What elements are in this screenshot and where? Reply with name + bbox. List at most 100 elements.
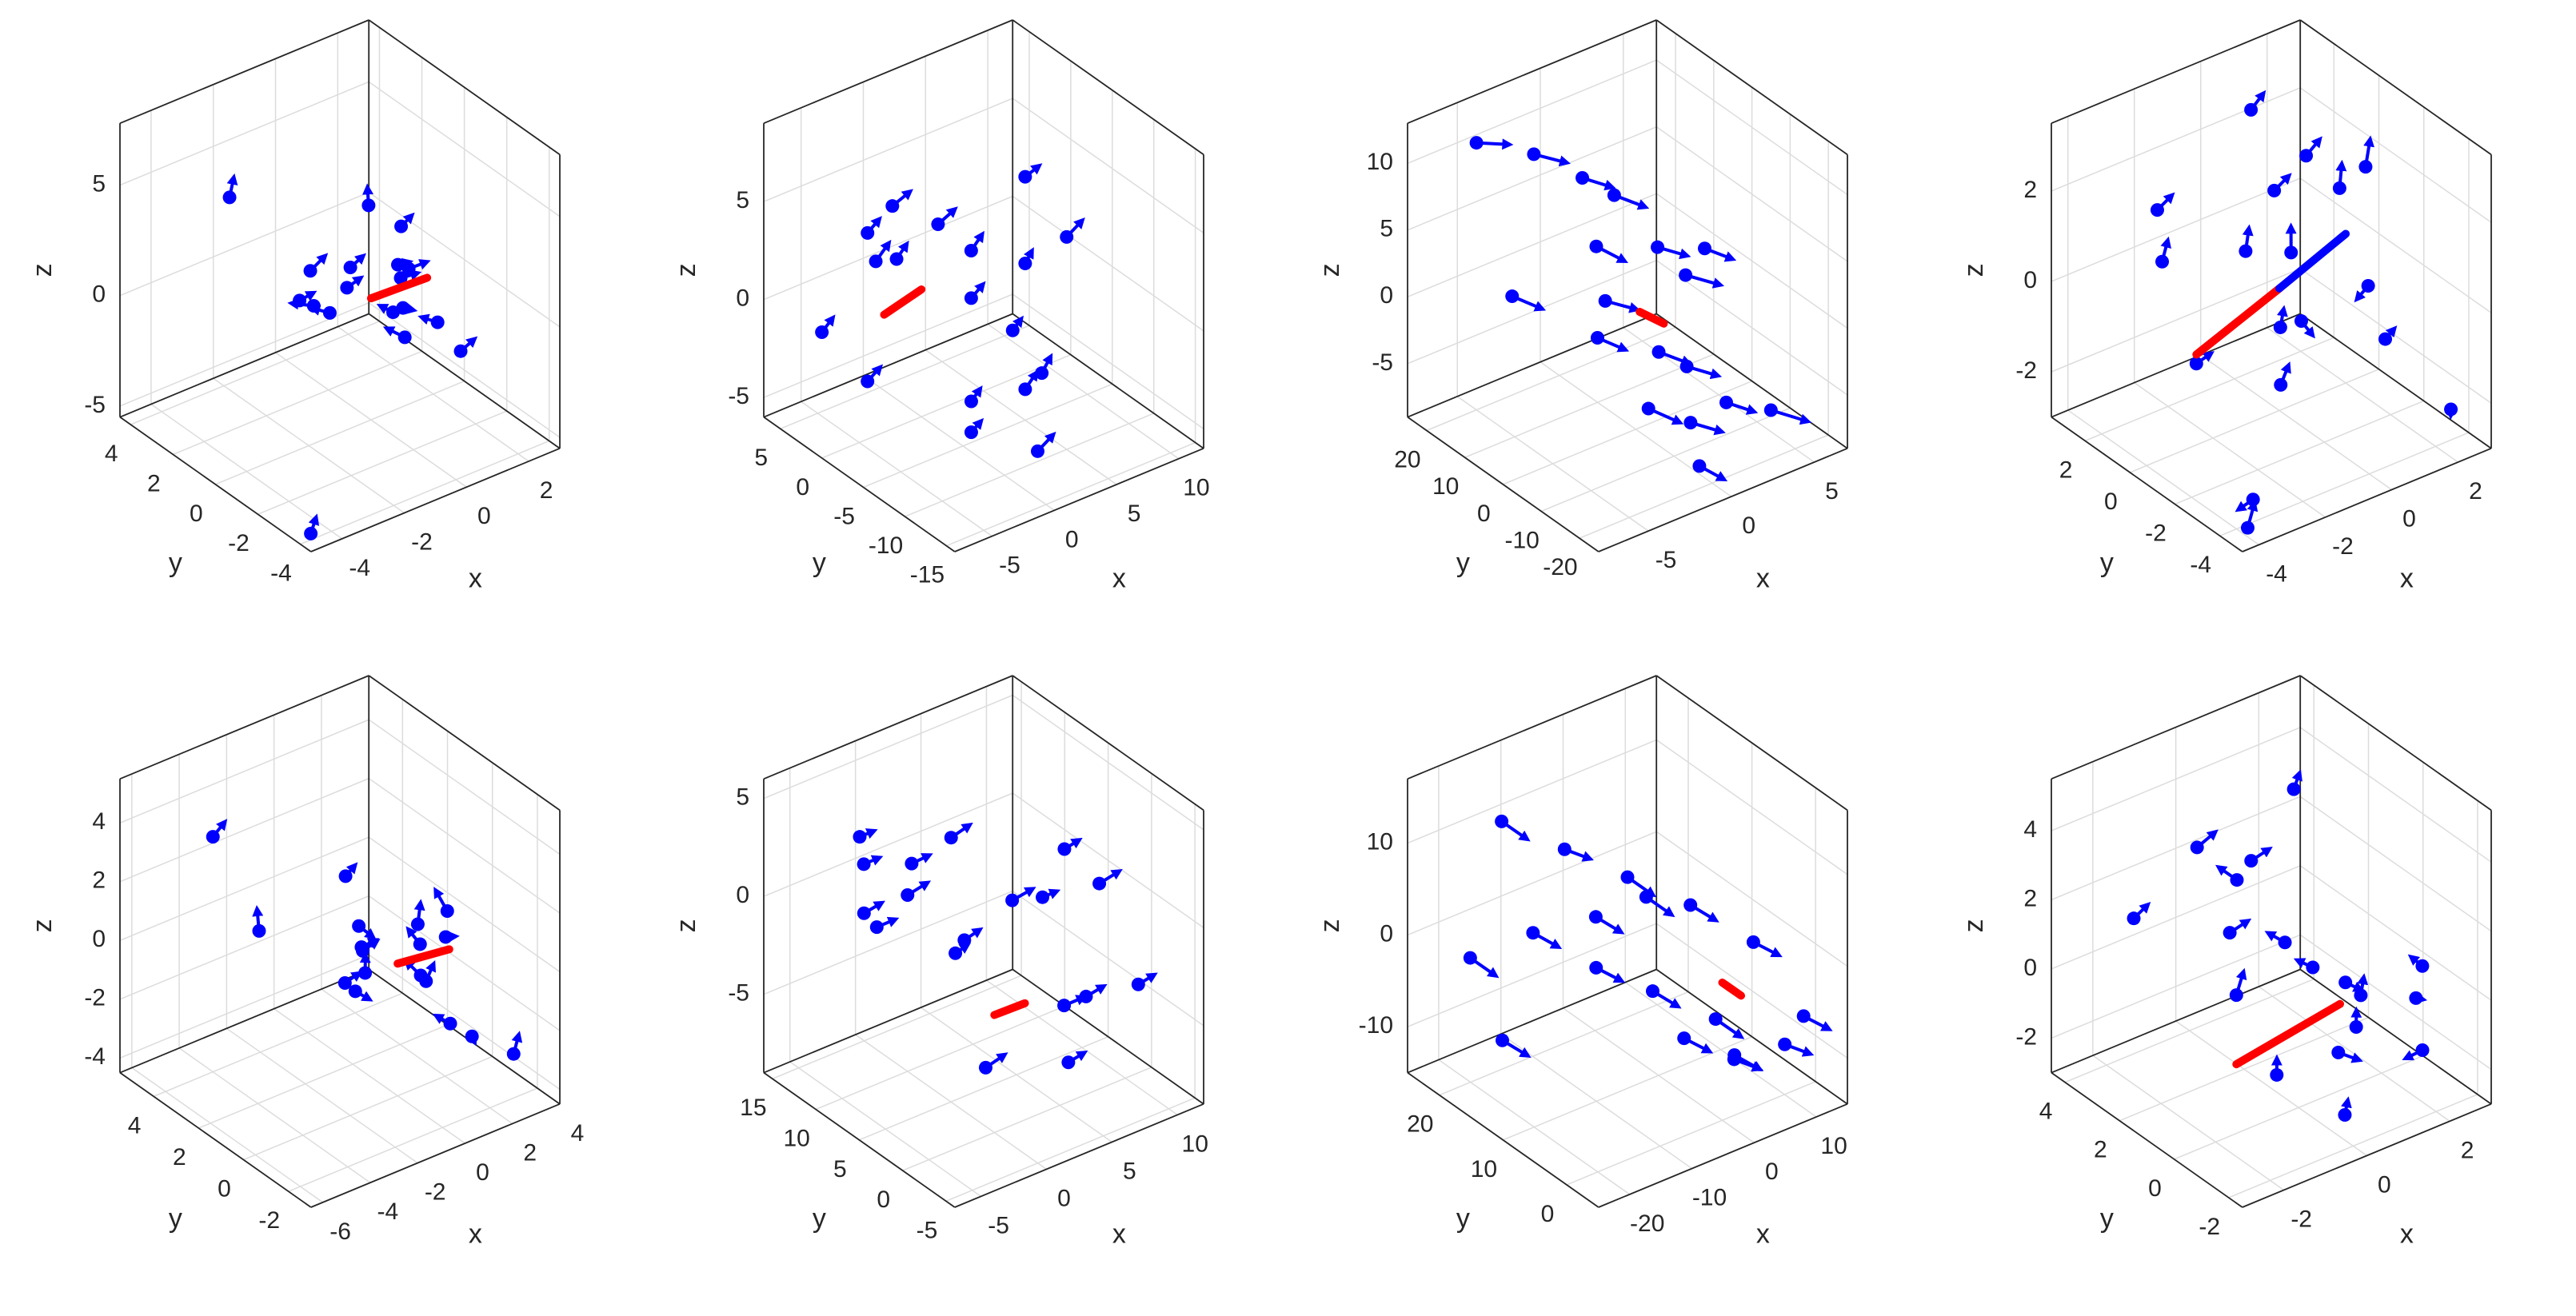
y-tick-label: 0 <box>796 474 809 500</box>
y-tick-label: -15 <box>910 562 945 588</box>
point <box>857 857 871 871</box>
z-tick-label: 0 <box>736 882 749 908</box>
x-tick-label: -5 <box>999 552 1020 579</box>
x-tick-label: 2 <box>540 477 553 504</box>
point <box>431 316 445 329</box>
x-tick-label: -4 <box>349 555 370 581</box>
point <box>2358 160 2372 173</box>
point <box>2306 961 2319 975</box>
axis-edge <box>764 20 1012 123</box>
point <box>890 253 904 266</box>
point <box>1797 1009 1811 1023</box>
x-tick-label: 10 <box>1820 1133 1847 1159</box>
point <box>352 919 365 933</box>
point <box>361 198 375 212</box>
z-axis-label: z <box>1315 919 1345 932</box>
point <box>344 261 357 274</box>
axis-edge <box>1012 20 1204 154</box>
point <box>853 830 866 843</box>
point <box>1621 871 1635 884</box>
y-tick-label: 2 <box>147 470 161 496</box>
y-tick-label: 2 <box>2059 457 2073 483</box>
point <box>931 217 945 231</box>
point <box>1589 961 1603 975</box>
z-tick-label: 5 <box>736 784 749 811</box>
point <box>1526 926 1540 939</box>
x-tick-label: 0 <box>2378 1171 2391 1198</box>
x-tick-label: 0 <box>477 503 491 529</box>
point <box>1018 170 1032 184</box>
y-tick-label: 2 <box>2094 1137 2107 1163</box>
point <box>2278 935 2292 949</box>
point <box>1057 999 1071 1012</box>
x-tick-label: 0 <box>1765 1158 1779 1185</box>
z-axis-label: z <box>27 919 58 932</box>
point <box>2155 255 2169 269</box>
z-tick-label: -5 <box>84 392 106 418</box>
point <box>1031 445 1044 458</box>
y-tick-label: 10 <box>783 1125 809 1151</box>
point <box>2223 926 2237 939</box>
grid-line <box>2051 178 2300 281</box>
point <box>2127 911 2141 925</box>
x-tick-label: -6 <box>329 1218 351 1245</box>
grid-line <box>1408 127 1656 230</box>
x-tick-label: -2 <box>2290 1206 2312 1232</box>
grid-line <box>1012 197 1204 331</box>
y-tick-label: 0 <box>2148 1175 2162 1202</box>
point <box>857 907 871 920</box>
y-axis-label: y <box>2100 548 2114 578</box>
point <box>2350 1020 2363 1034</box>
x-tick-label: 10 <box>1182 1131 1208 1157</box>
point <box>2409 991 2422 1005</box>
point <box>398 330 412 344</box>
point <box>1496 1034 1509 1047</box>
point <box>1018 382 1032 396</box>
x-axis-label: x <box>2400 563 2414 593</box>
point <box>396 301 409 315</box>
point <box>1677 1031 1691 1045</box>
x-tick-label: -5 <box>1655 547 1677 573</box>
y-tick-label: -4 <box>2190 552 2211 578</box>
point <box>441 904 454 918</box>
grid-line <box>369 837 560 971</box>
point <box>815 325 829 339</box>
grid-line <box>1012 98 1204 233</box>
point <box>340 281 353 294</box>
point <box>2299 149 2313 162</box>
x-tick-label: -10 <box>1692 1184 1727 1210</box>
y-axis-label: y <box>813 548 826 578</box>
grid-line <box>1408 740 1656 843</box>
point <box>2274 321 2287 334</box>
point <box>1057 843 1071 856</box>
floor <box>2051 314 2491 552</box>
axis-edge <box>1408 20 1656 123</box>
point <box>1576 171 1589 185</box>
z-axis-label: z <box>1315 263 1345 277</box>
point <box>861 226 874 240</box>
y-axis-label: y <box>169 548 182 578</box>
point <box>2241 521 2254 535</box>
point <box>444 1017 457 1031</box>
point <box>1651 241 1664 254</box>
y-axis-label: y <box>1456 1203 1470 1234</box>
point <box>901 888 914 902</box>
grid-line <box>2300 88 2491 222</box>
y-tick-label: 5 <box>754 445 768 471</box>
x-tick-label: 2 <box>2461 1137 2474 1163</box>
z-tick-label: 0 <box>92 926 106 952</box>
z-axis-label: z <box>671 919 701 932</box>
point <box>1747 935 1760 949</box>
point <box>354 940 368 954</box>
point <box>2294 314 2308 328</box>
y-tick-label: 20 <box>1407 1111 1433 1138</box>
point <box>206 830 220 843</box>
point <box>965 244 978 257</box>
point <box>1764 403 1778 417</box>
x-axis-label: x <box>1756 563 1770 593</box>
y-tick-label: -10 <box>869 532 903 559</box>
